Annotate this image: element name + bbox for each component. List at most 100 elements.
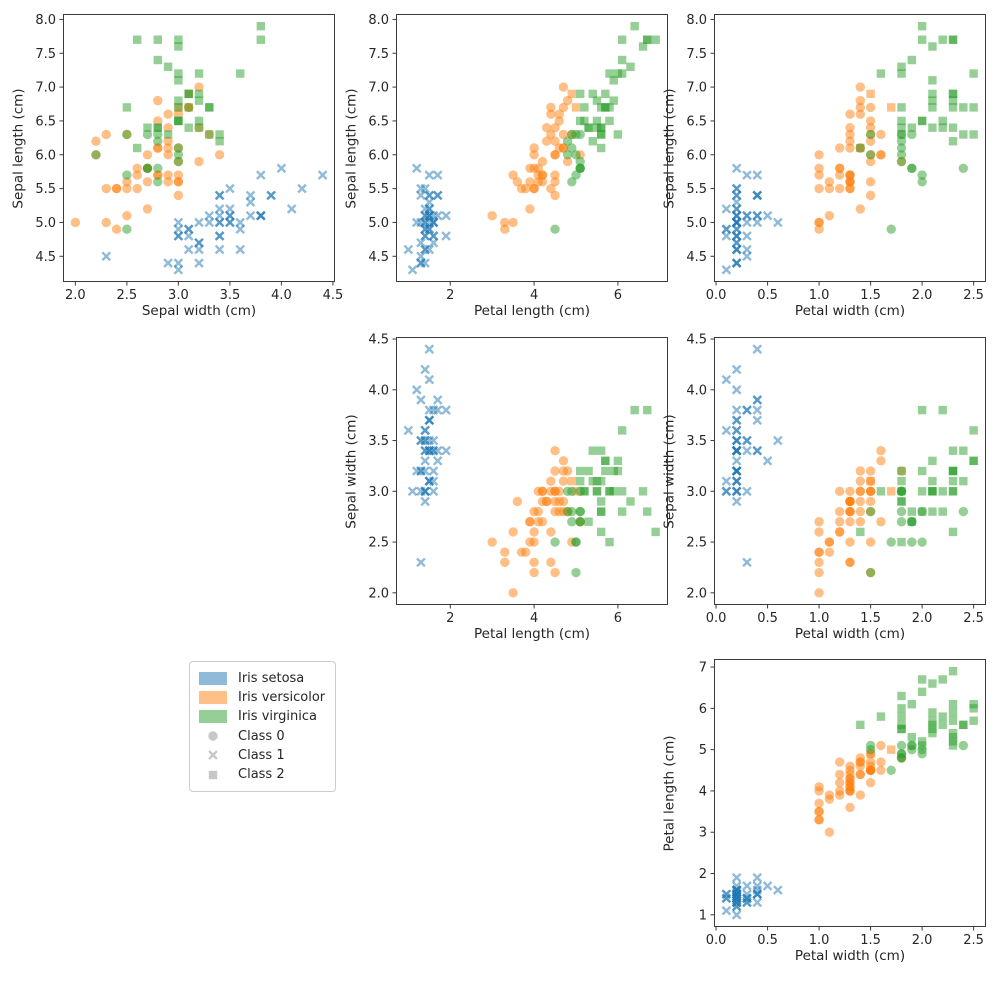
data-point: [537, 486, 548, 497]
data-point: [814, 150, 824, 160]
x-marker-icon: [199, 748, 227, 762]
data-point: [731, 435, 742, 446]
data-point: [605, 487, 614, 496]
data-point: [424, 476, 435, 486]
data-point: [907, 700, 917, 709]
data-point: [917, 737, 927, 746]
data-point: [432, 456, 443, 466]
data-point: [424, 445, 435, 456]
data-point: [855, 753, 866, 763]
data-point: [938, 405, 947, 415]
data-point: [194, 156, 204, 167]
svg-text:3: 3: [699, 826, 707, 841]
data-point: [865, 506, 876, 517]
data-point: [959, 476, 968, 486]
data-point: [856, 720, 865, 730]
data-point: [225, 217, 235, 228]
data-point: [508, 588, 518, 598]
data-point: [845, 129, 855, 140]
data-point: [897, 712, 906, 721]
circle-marker-icon: [199, 729, 227, 743]
data-point: [550, 445, 560, 456]
data-point: [651, 35, 660, 44]
legend-color-patch: [199, 710, 227, 724]
data-point: [824, 210, 835, 221]
data-point: [403, 244, 414, 255]
data-point: [153, 170, 163, 180]
data-point: [596, 507, 606, 516]
data-point: [256, 35, 266, 44]
data-point: [959, 446, 968, 455]
svg-text:7.5: 7.5: [686, 47, 707, 62]
data-point: [948, 137, 958, 146]
data-point: [225, 210, 235, 221]
data-point: [529, 150, 539, 160]
svg-text:4.5: 4.5: [35, 250, 56, 265]
data-point: [731, 231, 742, 241]
data-point: [845, 143, 855, 153]
data-point: [907, 517, 917, 527]
data-point: [897, 724, 906, 734]
data-point: [938, 123, 947, 132]
data-point: [948, 716, 958, 725]
axes-spines: [714, 337, 986, 605]
data-point: [752, 897, 763, 908]
subplot-petal-width-vs-sepal-length: 0.0 0.5 1.0 1.5 2.0 2.5 4.5 5.0 5.5 6.0 6.5 7.0 7.5 8…: [662, 13, 986, 319]
data-point: [317, 170, 328, 180]
data-point: [416, 557, 426, 568]
data-point: [596, 497, 606, 506]
data-point: [638, 42, 648, 51]
data-point: [205, 103, 214, 112]
svg-text:2.5: 2.5: [117, 288, 138, 303]
legend: Iris setosa Iris versicolor Iris virginica…: [189, 661, 336, 793]
data-point: [173, 143, 184, 153]
axes-spines: [63, 14, 335, 282]
data-point: [132, 143, 142, 153]
data-point: [886, 224, 896, 234]
svg-text:0.5: 0.5: [757, 933, 778, 948]
data-point: [917, 21, 927, 31]
data-point: [416, 190, 426, 201]
data-point: [441, 231, 451, 241]
svg-text:6.5: 6.5: [686, 114, 707, 129]
data-point: [731, 486, 742, 497]
data-point: [173, 150, 184, 160]
data-point: [571, 567, 581, 578]
data-point: [897, 497, 906, 506]
data-point: [814, 217, 824, 228]
data-point: [163, 122, 173, 133]
data-point: [752, 344, 763, 354]
data-point: [525, 177, 535, 187]
data-point: [487, 537, 497, 547]
data-point: [613, 69, 623, 78]
data-point: [183, 231, 194, 241]
legend-color-patch: [199, 691, 227, 705]
data-point: [205, 130, 214, 139]
data-point: [896, 740, 907, 751]
data-point: [411, 384, 422, 395]
data-point: [928, 42, 937, 51]
data-point: [571, 150, 581, 160]
data-point: [601, 89, 610, 99]
data-point: [132, 35, 142, 44]
svg-text:4.0: 4.0: [271, 288, 292, 303]
data-point: [567, 177, 577, 187]
data-point: [235, 224, 246, 235]
data-point: [163, 150, 173, 160]
data-point: [742, 170, 752, 180]
data-point: [762, 881, 773, 891]
axes-spines: [714, 659, 986, 927]
svg-text:6.0: 6.0: [686, 148, 707, 163]
svg-text:6: 6: [614, 288, 622, 303]
data-point: [245, 210, 256, 221]
legend-label: Class 1: [238, 747, 285, 763]
data-point: [855, 109, 866, 119]
data-point: [928, 708, 937, 717]
data-point: [731, 456, 742, 466]
data-point: [420, 425, 430, 436]
data-point: [897, 537, 906, 547]
data-point: [855, 466, 866, 476]
data-point: [876, 757, 886, 767]
tick-marks: [710, 666, 975, 931]
data-point: [215, 130, 224, 139]
